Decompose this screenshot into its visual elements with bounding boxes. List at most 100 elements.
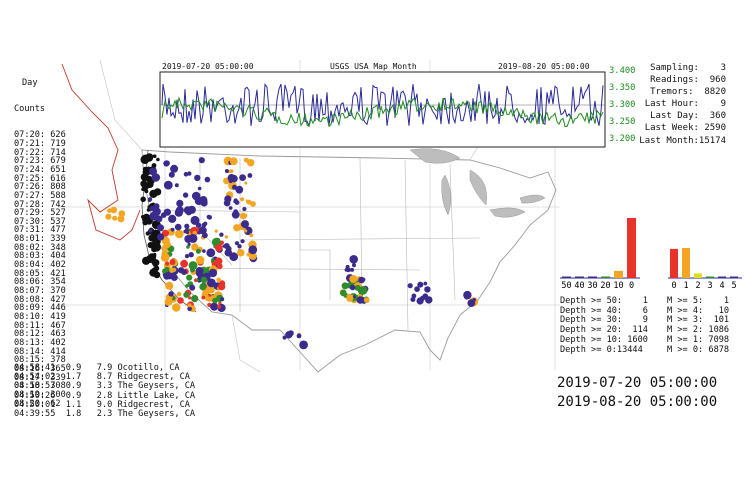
quake-dot	[207, 278, 216, 288]
mag-table-row: M >= 5: 1	[667, 296, 730, 306]
quake-dot	[118, 210, 126, 218]
quake-dot	[172, 303, 181, 312]
depth-hist-bar	[562, 276, 571, 278]
quake-dot	[107, 208, 112, 214]
quake-dot	[184, 254, 190, 259]
quake-dot	[117, 215, 125, 223]
quake-dot	[247, 173, 253, 178]
quake-dot	[214, 257, 223, 266]
quake-dot	[165, 261, 170, 266]
quake-dot	[217, 304, 222, 309]
quake-dot	[168, 291, 174, 297]
day-count-row: 08:16: 365	[14, 363, 66, 374]
quake-dot	[243, 157, 249, 163]
quake-dot	[181, 269, 187, 275]
quake-dot	[363, 297, 370, 303]
quake-row: 04:58:41 0.9 7.9 Ocotillo, CA	[14, 363, 180, 373]
day-count-row: 08:02: 348	[14, 242, 66, 253]
quake-dot	[188, 261, 198, 270]
time-range-start: 2019-07-20 05:00:00	[557, 375, 718, 391]
day-count-row: 07:20: 626	[14, 130, 66, 141]
monitor-y-tick-3: 3.250	[609, 117, 636, 127]
quake-dot	[141, 215, 145, 219]
depth-hist-label: 30	[587, 281, 597, 291]
quake-dot	[198, 157, 205, 164]
mag-hist-label: 4	[719, 281, 724, 291]
quake-dot	[149, 167, 157, 176]
quake-dot	[229, 194, 234, 198]
quake-dot	[472, 298, 477, 302]
monitor-trace-green	[161, 96, 604, 128]
quake-dot	[229, 169, 234, 174]
quake-dot	[140, 173, 149, 182]
quake-dot	[194, 174, 201, 182]
quake-dot	[214, 244, 223, 252]
quake-dot	[411, 293, 417, 299]
quake-dot	[243, 229, 248, 233]
quake-dot	[187, 306, 192, 312]
monitor-end-label: 2019-08-20 05:00:00	[498, 62, 590, 71]
quake-dot	[163, 180, 173, 190]
quake-dot	[349, 275, 358, 283]
mag-table-row: M >= 1: 7098	[667, 334, 730, 345]
quake-dot	[235, 185, 244, 194]
quake-dot	[231, 255, 236, 260]
quake-row: 04:54:02 1.7 8.7 Ridgecrest, CA	[14, 372, 190, 383]
quake-dot	[184, 228, 189, 232]
stat-row: Sampling: 3	[650, 63, 726, 73]
quake-dot	[164, 160, 170, 166]
quake-dot	[183, 291, 190, 298]
depth-table-row: Depth >= 30: 9	[560, 315, 648, 326]
quake-dot	[349, 254, 359, 264]
quake-dot	[147, 197, 153, 202]
day-count-row: 08:11: 467	[14, 320, 66, 331]
quake-dot	[219, 240, 224, 245]
quake-dot	[174, 223, 182, 231]
mag-hist-bar	[718, 276, 726, 278]
day-count-row: 08:14: 414	[14, 346, 66, 357]
quake-dot	[352, 295, 356, 299]
quake-dot	[165, 281, 174, 290]
quake-dot	[299, 340, 308, 350]
quake-dot	[182, 192, 189, 198]
mag-hist-label: 0	[671, 281, 676, 291]
quake-dot	[196, 255, 205, 265]
quake-dot	[168, 171, 175, 178]
quake-dot	[176, 199, 184, 207]
quake-dot	[170, 164, 179, 173]
quake-dot	[356, 296, 364, 304]
quake-dot	[164, 266, 170, 273]
quake-dot	[174, 183, 179, 188]
quake-dot	[212, 297, 218, 304]
day-count-row: 07:24: 651	[14, 164, 66, 175]
day-count-row: 07:28: 742	[14, 199, 66, 210]
quake-dot	[110, 206, 118, 214]
quake-dots	[105, 153, 479, 350]
quake-dot	[202, 249, 206, 253]
quake-dot	[195, 269, 203, 277]
quake-dot	[249, 233, 254, 238]
depth-histogram: 50 40 30 20 10 0	[560, 218, 640, 291]
day-count-row: 08:01: 339	[14, 234, 66, 245]
quake-dot	[417, 281, 424, 288]
day-count-row: 08:17: 339	[14, 372, 66, 383]
quake-dot	[168, 214, 177, 223]
quake-dot	[203, 221, 208, 226]
quake-dot	[169, 259, 176, 265]
depth-hist-bar	[588, 276, 597, 278]
stat-row: Last Week: 2590	[644, 123, 726, 134]
stat-row: Last Day: 360	[650, 111, 726, 122]
mag-table-row: M >= 3: 101	[667, 315, 730, 326]
day-counts-header-1: Day	[22, 78, 38, 89]
day-count-row: 07:26: 808	[14, 182, 66, 193]
depth-hist-bar	[627, 218, 636, 278]
depth-hist-bar	[575, 276, 584, 278]
quake-dot	[243, 213, 248, 218]
quake-dot	[147, 178, 151, 183]
quake-dot	[232, 184, 237, 190]
quake-dot	[189, 284, 196, 291]
depth-table: Depth >= 50: 1 Depth >= 40: 6 Depth >= 30:…	[560, 296, 648, 355]
quake-row: 04:50:57 0.9 3.3 The Geysers, CA	[14, 381, 196, 392]
